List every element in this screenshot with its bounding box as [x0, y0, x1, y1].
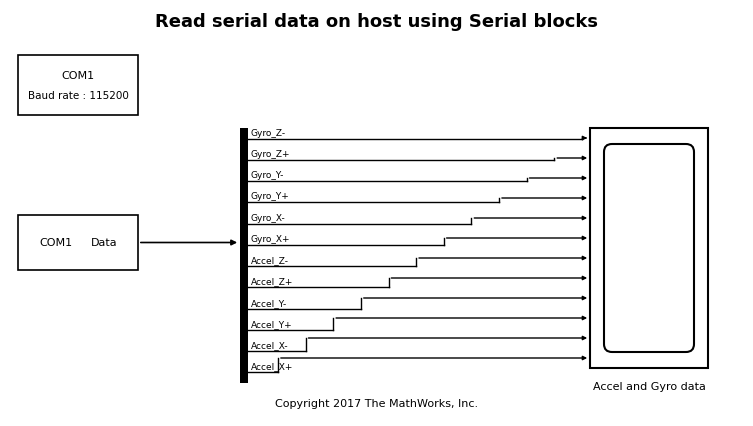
Text: Copyright 2017 The MathWorks, Inc.: Copyright 2017 The MathWorks, Inc. — [275, 399, 478, 409]
Bar — [590, 128, 708, 368]
Text: Gyro_Z-: Gyro_Z- — [251, 129, 286, 138]
Bar — [18, 215, 138, 270]
Text: Gyro_X-: Gyro_X- — [251, 213, 285, 223]
Text: COM1: COM1 — [62, 71, 95, 81]
Text: Data: Data — [91, 238, 117, 248]
Text: Accel_Y+: Accel_Y+ — [251, 320, 293, 329]
Text: Accel and Gyro data: Accel and Gyro data — [593, 382, 706, 392]
Text: Gyro_X+: Gyro_X+ — [251, 235, 291, 244]
Text: Gyro_Y+: Gyro_Y+ — [251, 193, 290, 201]
Text: Read serial data on host using Serial blocks: Read serial data on host using Serial bl… — [155, 13, 598, 31]
Text: COM1: COM1 — [40, 238, 73, 248]
Text: Accel_X+: Accel_X+ — [251, 363, 294, 371]
Text: Baud rate : 115200: Baud rate : 115200 — [28, 91, 129, 101]
Text: Accel_Z-: Accel_Z- — [251, 256, 289, 265]
Text: Accel_Y-: Accel_Y- — [251, 299, 287, 308]
FancyBboxPatch shape — [604, 144, 694, 352]
Text: Accel_X-: Accel_X- — [251, 341, 288, 350]
Bar — [18, 55, 138, 115]
Text: Gyro_Y-: Gyro_Y- — [251, 171, 285, 180]
Text: Gyro_Z+: Gyro_Z+ — [251, 150, 291, 159]
Bar — [240, 128, 248, 383]
Text: Accel_Z+: Accel_Z+ — [251, 277, 294, 286]
